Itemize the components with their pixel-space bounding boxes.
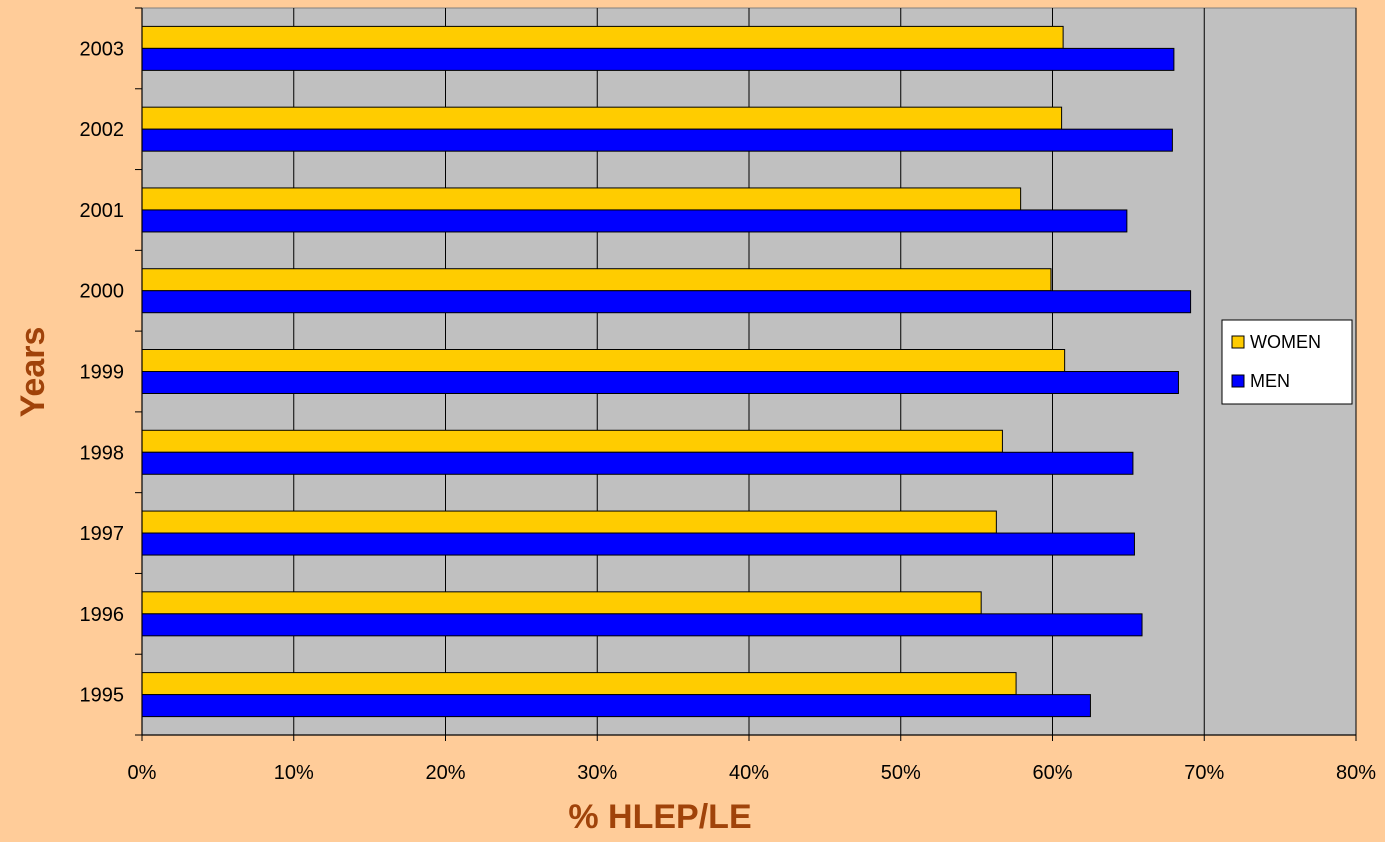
bar-men-1999 <box>142 372 1178 394</box>
y-tick-label: 2003 <box>80 38 125 60</box>
x-tick-label: 50% <box>881 762 921 784</box>
x-tick-label: 60% <box>1032 762 1072 784</box>
x-tick-label: 70% <box>1184 762 1224 784</box>
y-tick-label: 2000 <box>80 281 125 303</box>
legend-swatch-women <box>1232 336 1244 348</box>
bar-women-2002 <box>142 107 1062 129</box>
bar-men-1996 <box>142 614 1142 636</box>
legend-label-women: WOMEN <box>1250 332 1321 352</box>
y-tick-label: 1997 <box>80 523 125 545</box>
y-tick-label: 2001 <box>80 200 125 222</box>
bar-men-1997 <box>142 533 1134 555</box>
y-tick-labels: 1995 1996 1997 1998 1999 2000 2001 2002 2003 <box>80 38 125 706</box>
bar-men-2002 <box>142 129 1172 151</box>
bar-men-1998 <box>142 452 1133 474</box>
x-tick-label: 40% <box>729 762 769 784</box>
legend-label-men: MEN <box>1250 371 1290 391</box>
y-axis-title: Years <box>14 327 52 418</box>
legend-swatch-men <box>1232 375 1244 387</box>
x-tick-label: 30% <box>577 762 617 784</box>
y-tick-label: 1996 <box>80 604 125 626</box>
bar-men-1995 <box>142 695 1090 717</box>
legend: WOMEN MEN <box>1222 320 1352 404</box>
bar-men-2000 <box>142 291 1191 313</box>
bar-men-2001 <box>142 210 1127 232</box>
bar-women-1995 <box>142 673 1016 695</box>
x-tick-label: 20% <box>425 762 465 784</box>
x-tick-label: 80% <box>1336 762 1376 784</box>
bar-women-1999 <box>142 350 1065 372</box>
x-tick-label: 0% <box>128 762 157 784</box>
bar-women-1998 <box>142 430 1002 452</box>
x-tick-label: 10% <box>274 762 314 784</box>
x-axis-title: % HLEP/LE <box>568 798 751 836</box>
bar-women-1997 <box>142 511 996 533</box>
x-tick-labels: 0% 10% 20% 30% 40% 50% 60% 70% 80% <box>128 762 1377 784</box>
bar-women-2001 <box>142 188 1021 210</box>
bar-women-2000 <box>142 269 1051 291</box>
bar-women-2003 <box>142 26 1063 48</box>
bar-women-1996 <box>142 592 981 614</box>
bar-men-2003 <box>142 48 1174 70</box>
y-tick-label: 1999 <box>80 362 125 384</box>
y-tick-label: 2002 <box>80 119 125 141</box>
y-tick-label: 1998 <box>80 442 125 464</box>
y-tick-label: 1995 <box>80 685 125 707</box>
